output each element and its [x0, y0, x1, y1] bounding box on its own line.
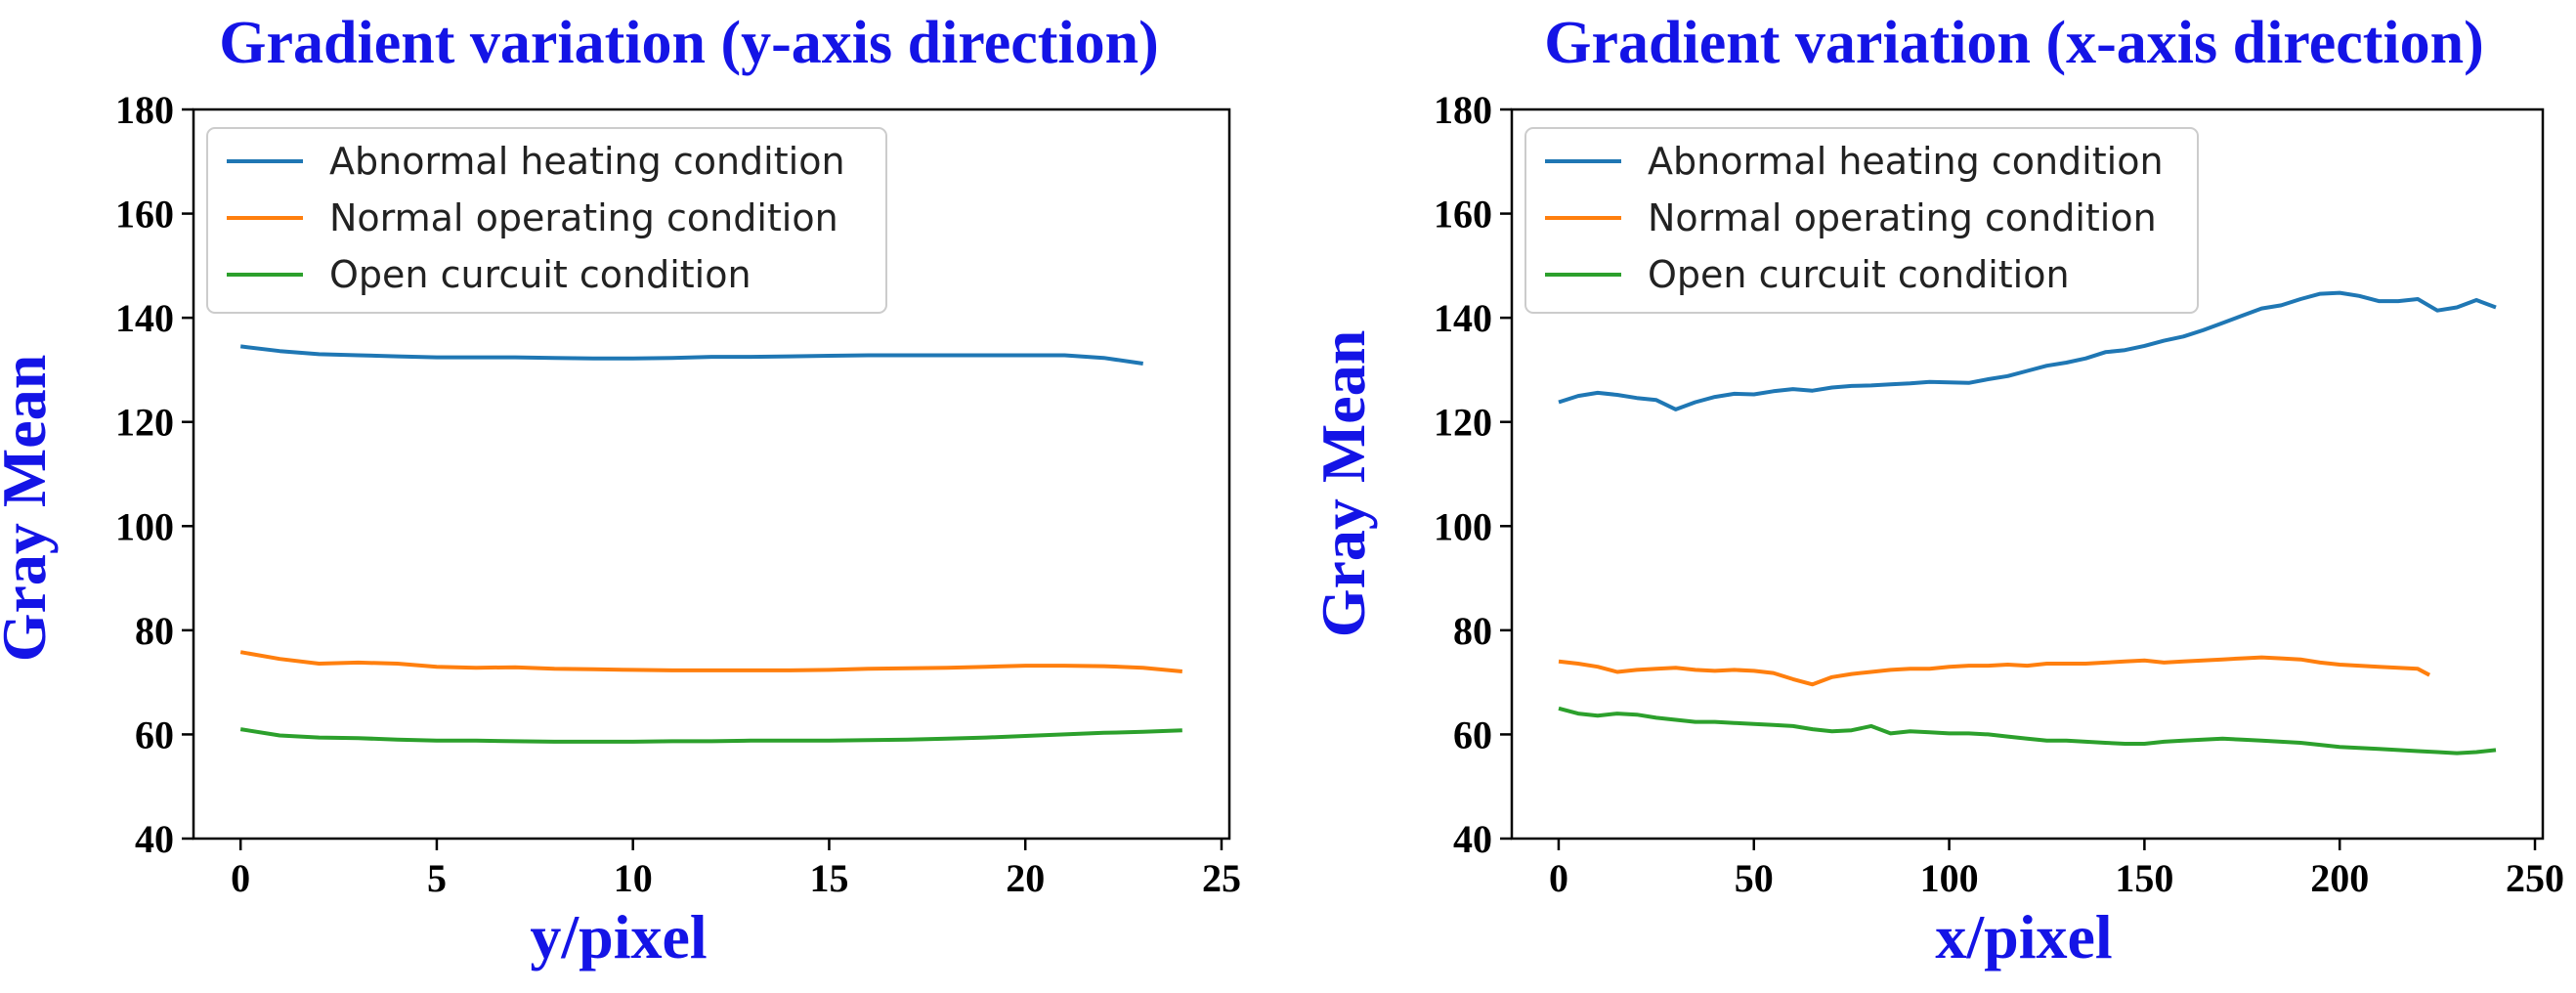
series-line-open-curcuit-condition: [239, 727, 1182, 744]
x-tick-label: 20: [1006, 856, 1045, 900]
x-axis-label: x/pixel: [1935, 902, 2112, 971]
y-tick-label: 80: [1453, 609, 1492, 653]
series-line-open-curcuit-condition: [1558, 706, 2497, 756]
chart-left: Gradient variation (y-axis direction) 40 6…: [0, 10, 1241, 971]
series-line-normal-operating-condition: [239, 650, 1182, 673]
y-tick-label: 40: [1453, 817, 1492, 861]
y-tick-label: 120: [1434, 401, 1492, 445]
x-tick-label: 200: [2310, 856, 2369, 900]
x-tick-label: 100: [1920, 856, 1979, 900]
series-line-normal-operating-condition: [1558, 655, 2431, 687]
y-tick-label: 140: [1434, 296, 1492, 340]
x-tick-label: 0: [1549, 856, 1568, 900]
y-axis-label: Gray Mean: [1309, 330, 1378, 638]
y-tick-label: 80: [135, 609, 174, 653]
y-tick-label: 100: [1434, 504, 1492, 548]
x-tick-label: 5: [427, 856, 447, 900]
chart-title: Gradient variation (y-axis direction): [219, 10, 1158, 76]
legend: Abnormal heating condition Normal operati…: [1524, 127, 2199, 314]
y-tick-label: 160: [115, 193, 174, 237]
x-tick-label: 150: [2115, 856, 2173, 900]
legend-entry: Open curcuit condition: [1648, 253, 2070, 296]
x-tick-label: 250: [2506, 856, 2564, 900]
y-tick-label: 140: [115, 296, 174, 340]
y-tick-label: 60: [1453, 712, 1492, 756]
y-tick-label: 100: [115, 504, 174, 548]
legend-entry: Normal operating condition: [1648, 196, 2157, 239]
y-tick-label: 180: [1434, 88, 1492, 132]
legend-entry: Open curcuit condition: [329, 253, 751, 296]
y-tick-label: 60: [135, 712, 174, 756]
chart-title: Gradient variation (x-axis direction): [1544, 10, 2483, 76]
legend-entry: Normal operating condition: [329, 196, 838, 239]
x-tick-label: 0: [231, 856, 250, 900]
series-line-abnormal-heating-condition: [1558, 290, 2497, 411]
x-tick-label: 10: [614, 856, 653, 900]
chart-right: Gradient variation (x-axis direction) 40 6…: [1309, 10, 2564, 971]
y-tick-label: 180: [115, 88, 174, 132]
y-axis-label: Gray Mean: [0, 355, 59, 663]
series-line-abnormal-heating-condition: [239, 344, 1143, 366]
legend-entry: Abnormal heating condition: [329, 140, 845, 183]
y-tick-label: 160: [1434, 193, 1492, 237]
plot-frame: [192, 108, 1231, 841]
y-tick-label: 40: [135, 817, 174, 861]
x-tick-label: 15: [809, 856, 848, 900]
legend-box: [1524, 127, 2199, 314]
legend-box: [206, 127, 887, 314]
x-axis-label: y/pixel: [530, 902, 707, 971]
legend-entry: Abnormal heating condition: [1648, 140, 2164, 183]
plot-frame: [1510, 108, 2545, 841]
legend: Abnormal heating condition Normal operati…: [206, 127, 887, 314]
x-tick-label: 50: [1735, 856, 1774, 900]
y-tick-label: 120: [115, 401, 174, 445]
x-tick-label: 25: [1202, 856, 1241, 900]
